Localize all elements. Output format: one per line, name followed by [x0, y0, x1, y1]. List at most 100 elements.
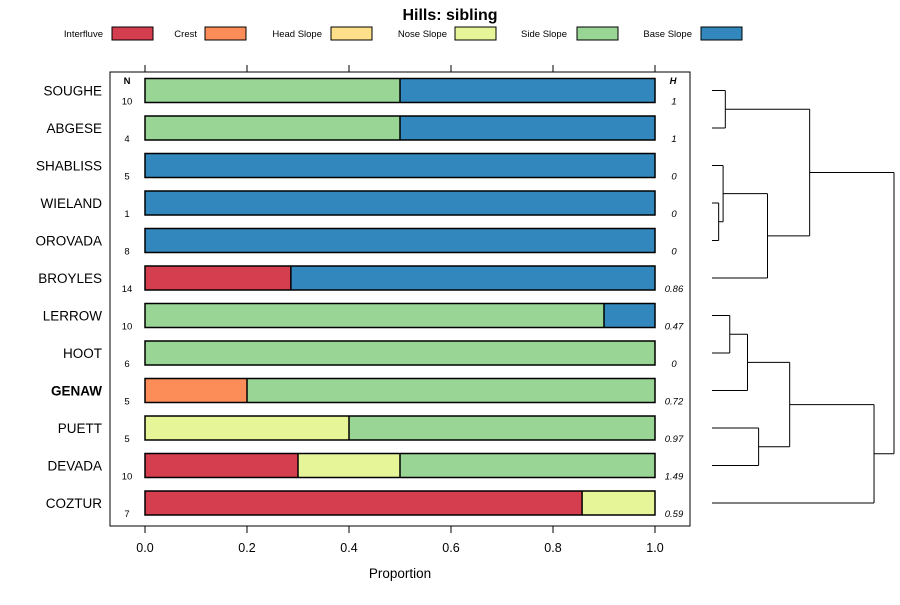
h-value: 0.59	[665, 509, 684, 520]
n-value: 7	[124, 509, 129, 520]
h-value: 0.86	[665, 284, 684, 295]
row-label: PUETT	[58, 421, 102, 436]
n-value: 5	[124, 172, 129, 183]
bar-outline	[144, 227, 656, 254]
bar-row: HOOT 6 0	[63, 340, 677, 370]
bar-segment	[290, 266, 655, 290]
n-value: 4	[124, 134, 129, 145]
h-value: 0.72	[665, 397, 684, 408]
n-value: 10	[122, 97, 133, 108]
legend-swatch	[204, 26, 247, 41]
bar-outline	[144, 77, 656, 104]
h-value: 0	[671, 359, 677, 370]
bar-segment	[349, 416, 655, 440]
bar-segment	[604, 303, 655, 328]
bar-segment	[247, 378, 655, 403]
n-value: 14	[122, 284, 133, 295]
row-label: SOUGHE	[43, 84, 102, 99]
bar-segment	[582, 491, 655, 515]
h-value: 0	[671, 209, 677, 220]
bar-segment	[145, 341, 655, 365]
row-label: ABGESE	[46, 121, 102, 136]
bar-outline	[144, 152, 656, 179]
x-tick-label: 0.8	[544, 541, 561, 555]
bar-outline	[144, 452, 656, 479]
legend-label: Side Slope	[521, 29, 567, 40]
x-axis: 0.0 0.2 0.4 0.6 0.8 1.0	[136, 65, 664, 555]
bar-row: SHABLISS 5 0	[36, 152, 677, 183]
h-value: 0	[671, 247, 677, 258]
h-value: 1	[671, 134, 676, 145]
bar-outline	[144, 340, 656, 366]
n-value: 5	[124, 397, 129, 408]
bar-row: ABGESE 4 1	[46, 115, 677, 145]
row-label: OROVADA	[35, 234, 102, 249]
bar-row: DEVADA 10 1.49	[47, 452, 684, 483]
bar-segment	[400, 116, 655, 140]
bar-outline	[144, 265, 656, 291]
h-header: H	[670, 76, 678, 87]
bar-outline	[144, 377, 656, 404]
x-tick-label: 0.4	[340, 541, 357, 555]
bar-row: WIELAND 1 0	[40, 190, 677, 220]
bar-outline	[144, 190, 656, 216]
legend-label: Nose Slope	[398, 29, 447, 40]
plot-frame	[109, 71, 691, 527]
legend: Interfluve Crest Head Slope Nose Slope Side …	[64, 26, 743, 41]
bar-row: COZTUR 7 0.59	[46, 490, 684, 520]
row-label: BROYLES	[38, 271, 102, 286]
bar-segment	[145, 303, 604, 328]
legend-swatch	[576, 26, 619, 41]
n-value: 10	[122, 472, 133, 483]
x-tick-label: 0.6	[442, 541, 459, 555]
n-value: 8	[124, 247, 129, 258]
bar-outline	[144, 115, 656, 141]
bar-row: SOUGHE 10 1	[43, 77, 677, 108]
bar-segment	[145, 78, 400, 103]
n-value: 10	[122, 322, 133, 333]
bar-row: BROYLES 14 0.86	[38, 265, 684, 295]
row-label: WIELAND	[40, 196, 102, 211]
bar-segment	[400, 78, 655, 103]
legend-swatch	[330, 26, 373, 41]
bar-segment	[145, 228, 655, 253]
x-tick-label: 0.2	[238, 541, 255, 555]
x-axis-title: Proportion	[369, 566, 431, 581]
bar-segment	[400, 453, 655, 478]
chart-title: Hills: sibling	[402, 7, 497, 24]
h-value: 0.47	[665, 322, 684, 333]
bar-outline	[144, 490, 656, 516]
row-label: GENAW	[51, 384, 102, 399]
row-label: COZTUR	[46, 496, 102, 511]
bar-segment	[145, 266, 291, 290]
n-header: N	[124, 76, 131, 87]
dendrogram	[712, 90, 895, 504]
legend-label: Head Slope	[272, 29, 322, 40]
row-label: LERROW	[43, 309, 103, 324]
bar-outline	[144, 302, 656, 329]
x-tick-label: 1.0	[646, 541, 663, 555]
bar-row: LERROW 10 0.47	[43, 302, 684, 333]
bar-segment	[145, 453, 298, 478]
row-label: SHABLISS	[36, 159, 102, 174]
legend-swatch	[700, 26, 743, 41]
bar-segment	[145, 491, 583, 515]
bar-segment	[145, 153, 655, 178]
legend-label: Base Slope	[643, 29, 692, 40]
bar-segment	[145, 416, 349, 440]
bar-row: PUETT 5 0.97	[58, 415, 684, 445]
bar-outline	[144, 415, 656, 441]
row-label: DEVADA	[47, 459, 102, 474]
h-value: 0.97	[665, 434, 684, 445]
row-label: HOOT	[63, 346, 102, 361]
bar-row: GENAW 5 0.72	[51, 377, 684, 408]
h-value: 1.49	[665, 472, 684, 483]
legend-swatch	[454, 26, 497, 41]
n-value: 6	[124, 359, 129, 370]
h-value: 1	[671, 97, 676, 108]
bar-row: OROVADA 8 0	[35, 227, 677, 258]
bar-segment	[145, 116, 400, 140]
n-value: 5	[124, 434, 129, 445]
